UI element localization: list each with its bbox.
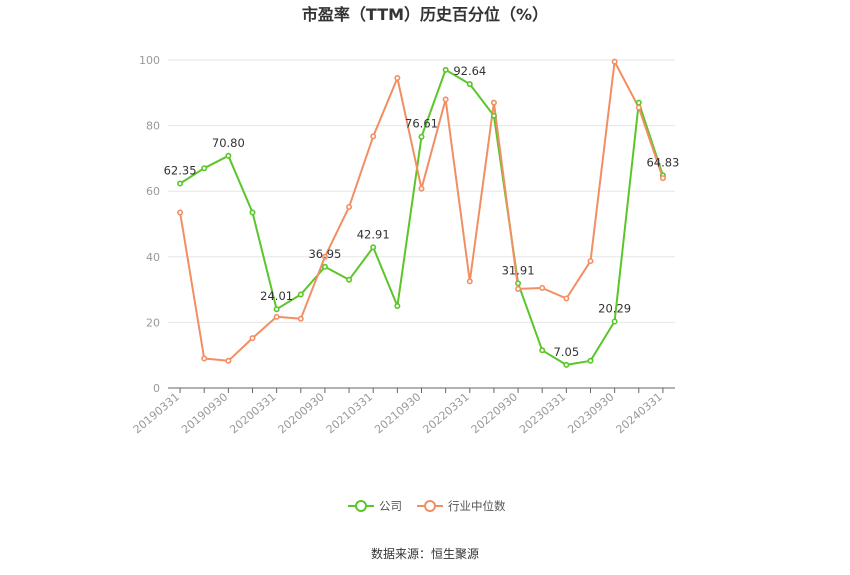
y-tick-label: 20: [146, 316, 160, 329]
data-label: 36.95: [308, 247, 341, 261]
data-point: [611, 318, 618, 325]
data-point: [418, 133, 425, 140]
data-point: [297, 315, 304, 322]
data-point: [321, 253, 328, 260]
data-point: [321, 263, 328, 270]
data-label: 31.91: [502, 263, 535, 277]
data-point: [225, 152, 232, 159]
data-point: [394, 75, 401, 82]
data-point: [466, 81, 473, 88]
legend-swatch-marker: [355, 500, 367, 512]
data-label: 7.05: [554, 345, 580, 359]
x-tick-label: 20230331: [517, 390, 568, 436]
data-label: 62.35: [164, 163, 197, 177]
x-tick-label: 20190331: [131, 390, 182, 436]
data-point: [346, 203, 353, 210]
x-tick-label: 20230930: [565, 390, 616, 436]
data-point: [273, 306, 280, 313]
data-point: [370, 133, 377, 140]
data-point: [635, 99, 642, 106]
x-tick-label: 20200930: [276, 390, 327, 436]
x-tick-label: 20240331: [614, 390, 665, 436]
legend: 公司 行业中位数: [348, 499, 506, 513]
data-point: [539, 284, 546, 291]
y-tick-label: 80: [146, 120, 160, 133]
data-label: 24.01: [260, 289, 293, 303]
data-point: [659, 175, 666, 182]
data-point: [442, 96, 449, 103]
x-tick-label: 20220930: [469, 390, 520, 436]
data-label: 64.83: [646, 155, 679, 169]
x-tick-label: 20210930: [372, 390, 423, 436]
x-tick-label: 20210331: [324, 390, 375, 436]
data-point: [490, 112, 497, 119]
data-point: [515, 285, 522, 292]
data-point: [563, 361, 570, 368]
y-axis: 0 20 40 60 80 100: [139, 54, 160, 395]
data-point: [442, 66, 449, 73]
data-point: [539, 347, 546, 354]
legend-label: 行业中位数: [448, 499, 506, 513]
data-point: [370, 244, 377, 251]
data-point: [177, 180, 184, 187]
data-label: 70.80: [212, 136, 245, 150]
y-tick-label: 40: [146, 251, 160, 264]
legend-swatch-marker: [424, 500, 436, 512]
data-labels: 62.35 70.80 24.01 36.95 42.91 76.61 92.64 31.91…: [164, 64, 680, 359]
data-point: [394, 302, 401, 309]
y-tick-label: 100: [139, 54, 160, 67]
data-point: [635, 104, 642, 111]
data-label: 20.29: [598, 301, 631, 315]
data-point: [273, 313, 280, 320]
y-tick-label: 0: [153, 382, 160, 395]
legend-label: 公司: [379, 499, 402, 513]
data-point: [587, 357, 594, 364]
data-point: [297, 291, 304, 298]
data-point: [418, 185, 425, 192]
data-point: [225, 357, 232, 364]
data-point: [490, 99, 497, 106]
data-point: [611, 58, 618, 65]
data-point: [201, 165, 208, 172]
data-point: [563, 295, 570, 302]
series-line-0: [179, 68, 664, 366]
data-point: [177, 209, 184, 216]
data-point: [587, 258, 594, 265]
data-point: [466, 278, 473, 285]
data-label: 92.64: [453, 64, 486, 78]
data-point: [515, 280, 522, 287]
data-label: 42.91: [357, 227, 390, 241]
source-note: 数据来源：恒生聚源: [371, 546, 479, 561]
data-point: [249, 209, 256, 216]
plot-area: [177, 58, 666, 368]
y-tick-label: 60: [146, 185, 160, 198]
data-point: [346, 276, 353, 283]
x-axis: 2019033120190930202003312020093020210331…: [131, 387, 675, 436]
data-point: [249, 335, 256, 342]
chart-title: 市盈率（TTM）历史百分位（%）: [302, 5, 548, 24]
data-point: [201, 355, 208, 362]
x-tick-label: 20190930: [179, 390, 230, 436]
data-label: 76.61: [405, 117, 438, 131]
x-tick-label: 20200331: [227, 390, 278, 436]
x-tick-label: 20220331: [420, 390, 471, 436]
